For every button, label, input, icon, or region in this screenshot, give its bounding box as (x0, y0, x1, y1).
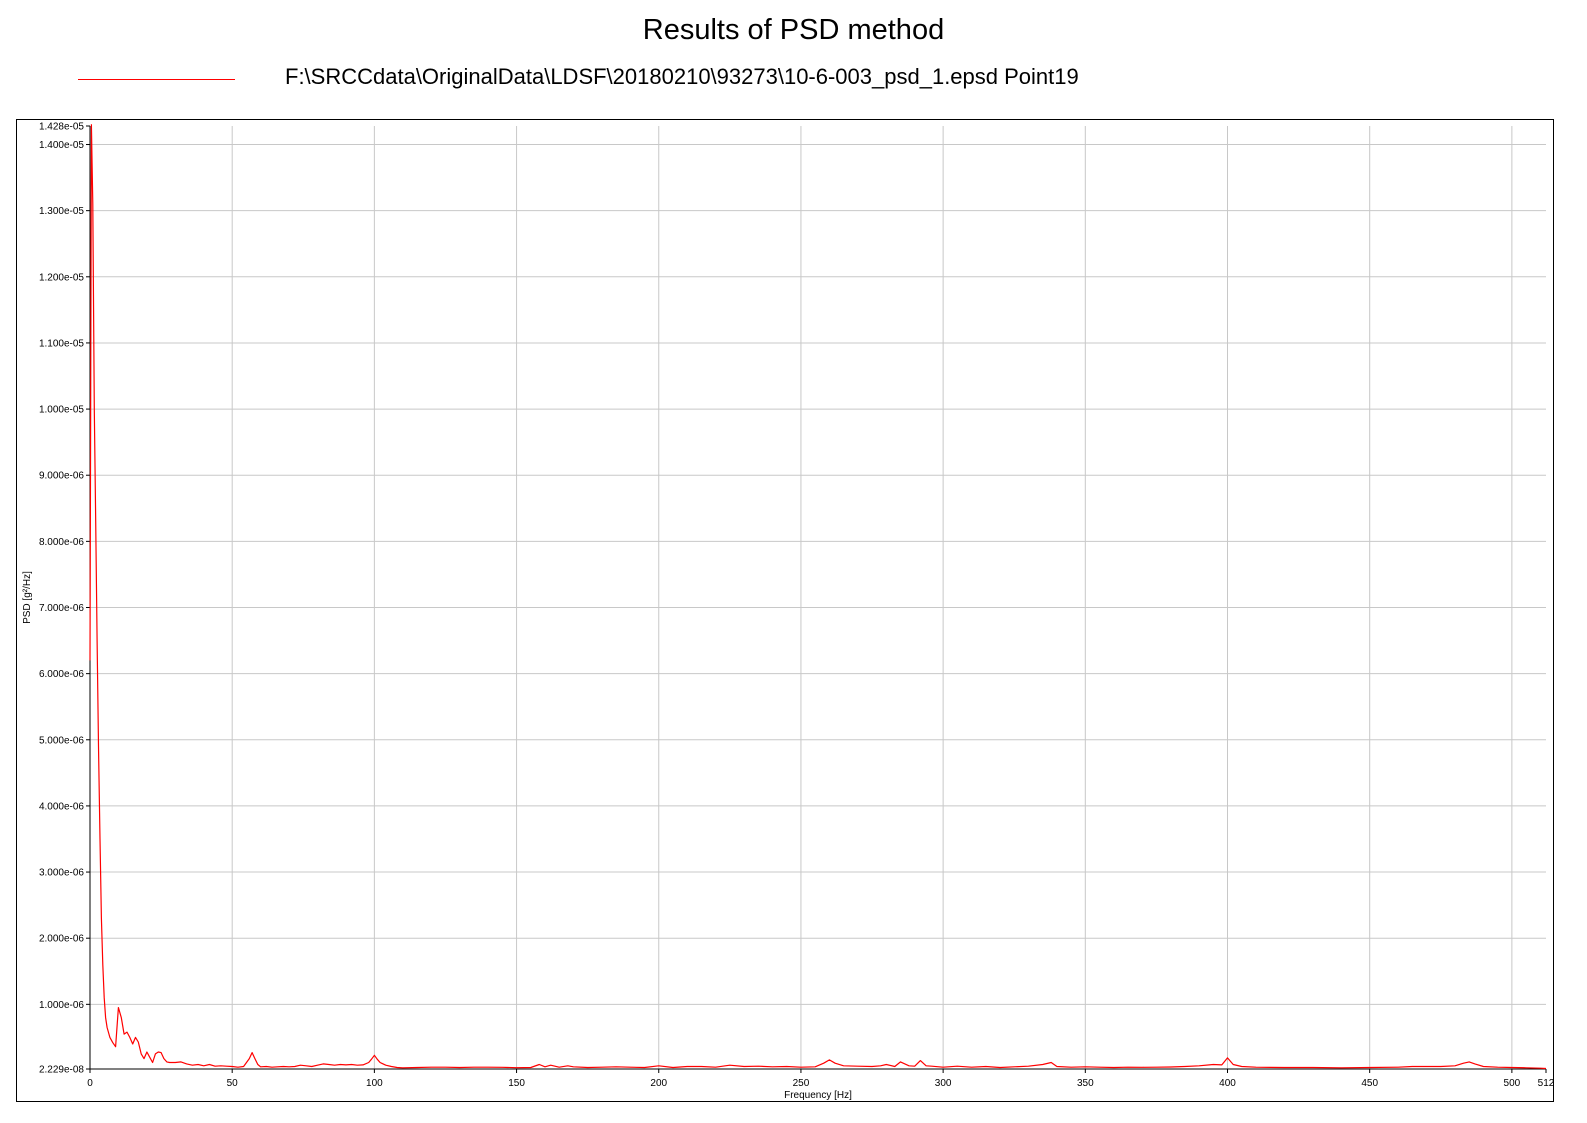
y-axis-label: PSD [g²/Hz] (22, 571, 33, 624)
y-tick-label: 5.000e-06 (39, 735, 84, 746)
x-tick-label: 350 (1077, 1078, 1094, 1089)
plot-frame (16, 119, 1554, 1102)
x-tick-label: 100 (366, 1078, 383, 1089)
y-tick-label: 2.000e-06 (39, 934, 84, 945)
x-axis-ticks: 0 50 100 150 200 250 300 350 400 450 500 512 (87, 1069, 1555, 1089)
y-tick-label: 9.000e-06 (39, 471, 84, 482)
x-axis-label: Frequency [Hz] (784, 1090, 852, 1101)
y-tick-label: 7.000e-06 (39, 603, 84, 614)
y-tick-label: 1.000e-05 (39, 405, 84, 416)
x-tick-label: 450 (1361, 1078, 1378, 1089)
legend-series-label: F:\SRCCdata\OriginalData\LDSF\20180210\9… (285, 64, 1079, 89)
y-tick-label: 1.300e-05 (39, 206, 84, 217)
x-tick-label: 250 (793, 1078, 810, 1089)
series-line (89, 124, 1547, 1070)
x-tick-label: 500 (1504, 1078, 1521, 1089)
y-tick-label: 1.000e-06 (39, 1000, 84, 1011)
x-tick-label: 50 (227, 1078, 239, 1089)
x-tick-label: 300 (935, 1078, 952, 1089)
chart-title: Results of PSD method (642, 14, 945, 46)
x-tick-label: 0 (87, 1078, 93, 1089)
y-tick-label: 1.428e-05 (39, 122, 84, 133)
x-tick-label: 200 (650, 1078, 667, 1089)
x-tick-label: 150 (508, 1078, 525, 1089)
y-tick-label: 4.000e-06 (39, 801, 84, 812)
y-tick-label: 1.100e-05 (39, 338, 84, 349)
gridlines (90, 126, 1546, 1069)
legend: F:\SRCCdata\OriginalData\LDSF\20180210\9… (78, 62, 1278, 94)
series-layer (89, 124, 1547, 1070)
y-tick-label: 3.000e-06 (39, 868, 84, 879)
axes (89, 126, 1546, 1070)
x-tick-label: 512 (1538, 1078, 1555, 1089)
legend-line-swatch (78, 79, 235, 80)
y-tick-label: 6.000e-06 (39, 669, 84, 680)
y-axis-ticks: 2.229e-08 1.000e-06 2.000e-06 3.000e-06 4.00… (39, 122, 90, 1076)
y-tick-label: 2.229e-08 (39, 1065, 84, 1076)
y-tick-label: 8.000e-06 (39, 537, 84, 548)
x-tick-label: 400 (1219, 1078, 1236, 1089)
y-tick-label: 1.400e-05 (39, 140, 84, 151)
y-tick-label: 1.200e-05 (39, 272, 84, 283)
